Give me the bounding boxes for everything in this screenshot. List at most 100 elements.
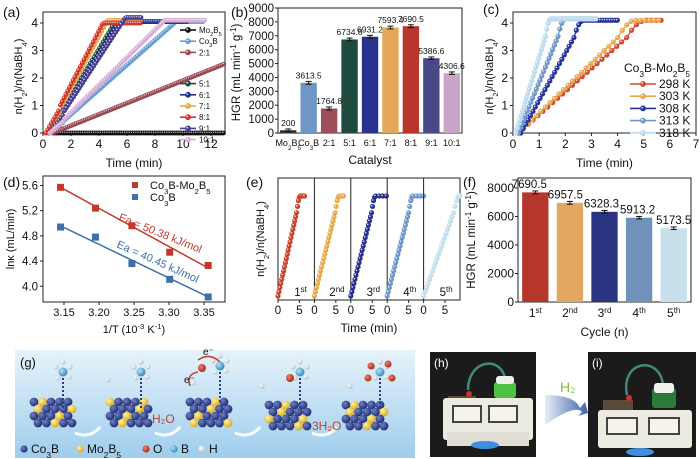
data-point-highlight: [72, 95, 74, 97]
data-point-highlight: [589, 62, 591, 64]
co3b-atom: [223, 404, 233, 414]
data-point: [526, 86, 532, 92]
data-point-highlight: [543, 34, 546, 37]
reactor-cap: [654, 383, 674, 393]
data-point: [546, 55, 552, 61]
data-point: [357, 255, 363, 262]
data-point-highlight: [522, 118, 524, 120]
data-point-highlight: [84, 54, 86, 57]
o-atom: [384, 360, 392, 368]
data-point: [396, 247, 402, 253]
data-point-highlight: [408, 204, 410, 207]
data-point-highlight: [82, 58, 85, 60]
x-axis-label: Time (min): [106, 156, 163, 170]
data-point-highlight: [438, 248, 441, 251]
co3b-atom: [67, 418, 77, 428]
data-point-highlight: [533, 92, 535, 94]
data-point-highlight: [203, 18, 205, 21]
data-point: [523, 95, 530, 101]
data-point-highlight: [97, 56, 100, 58]
co3b-atom: [50, 404, 60, 414]
data-point-highlight: [541, 43, 543, 46]
data-point: [537, 51, 543, 57]
x-axis-label: Cycle (n): [580, 325, 628, 339]
data-point-highlight: [101, 40, 104, 42]
data-point-highlight: [641, 82, 644, 85]
h-atom: [53, 364, 59, 370]
co3b-atom: [273, 400, 282, 410]
data-point-highlight: [364, 232, 367, 234]
legend-label-5:1: 5:1: [199, 80, 211, 89]
data-point-highlight: [286, 248, 289, 251]
data-point-highlight: [414, 194, 417, 197]
data-point-highlight: [368, 215, 371, 217]
cycle-label: 2nd: [329, 285, 344, 300]
data-point-highlight: [55, 112, 57, 115]
data-point-highlight: [530, 118, 532, 121]
data-point-highlight: [547, 56, 550, 59]
data-point-highlight: [105, 34, 107, 36]
data-point: [387, 280, 394, 287]
data-point: [574, 74, 580, 80]
data-point-highlight: [73, 75, 76, 78]
data-point: [628, 18, 634, 24]
co3b-atom: [46, 411, 56, 421]
data-point: [401, 226, 407, 232]
data-point-highlight: [80, 61, 83, 64]
data-point-highlight: [402, 227, 405, 230]
data-point-highlight: [531, 74, 534, 77]
data-point: [557, 26, 563, 32]
co3b-atom: [109, 418, 119, 428]
h-atom: [138, 359, 144, 365]
x-tick-label: 5: [442, 305, 448, 317]
data-point: [395, 251, 401, 257]
data-point-highlight: [545, 83, 548, 86]
x-tick-label: 3.25: [123, 307, 144, 319]
data-point-highlight: [354, 273, 357, 276]
data-point-highlight: [585, 70, 588, 73]
data-point-highlight: [283, 261, 286, 263]
data-point-highlight: [575, 79, 578, 82]
chart-f-hgr-by-cycle: 0 2000 4000 6000 8000 HGR (mL min-1 g-1) 7690.…: [464, 177, 692, 339]
data-point: [535, 82, 541, 88]
bar-value-label: 5173.5: [656, 215, 691, 227]
data-point-highlight: [222, 131, 224, 134]
data-point: [551, 42, 558, 48]
data-point-highlight: [57, 109, 59, 112]
data-point-highlight: [83, 78, 85, 81]
mo2b5-atom: [189, 418, 199, 428]
data-point: [384, 293, 390, 299]
data-point: [354, 268, 360, 274]
data-point: [392, 264, 398, 270]
data-point: [356, 260, 362, 266]
data-point: [573, 27, 579, 33]
data-point: [633, 17, 639, 23]
mo2b5-atom: [33, 404, 43, 414]
bar-value-label: 1764.8: [316, 96, 342, 106]
panel-label-f: (f): [463, 174, 476, 190]
electron-label-2: e⁻: [184, 375, 195, 386]
y-axis-label: HGR (mL min-1 g-1): [464, 191, 479, 289]
data-point-highlight: [553, 70, 555, 73]
data-point-highlight: [316, 282, 318, 284]
data-point: [404, 214, 411, 220]
data-point: [353, 272, 359, 278]
data-point: [518, 112, 524, 119]
data-point: [388, 276, 395, 282]
data-point-highlight: [394, 261, 396, 263]
x-tick-label: 5: [405, 305, 411, 317]
legend-marker: [640, 105, 646, 112]
data-point-highlight: [399, 240, 402, 242]
data-point-highlight: [529, 114, 531, 116]
data-point-highlight: [561, 88, 564, 90]
data-point-highlight: [533, 70, 535, 72]
data-point-highlight: [333, 211, 336, 213]
co3b-atom: [63, 397, 73, 407]
data-point-highlight: [77, 87, 80, 89]
data-point-highlight: [89, 61, 91, 64]
co3b-atom: [131, 411, 140, 421]
legend-marker-o: [142, 445, 150, 453]
co3b-atom: [38, 411, 47, 421]
data-point-highlight: [119, 22, 122, 25]
data-point-highlight: [545, 61, 548, 63]
